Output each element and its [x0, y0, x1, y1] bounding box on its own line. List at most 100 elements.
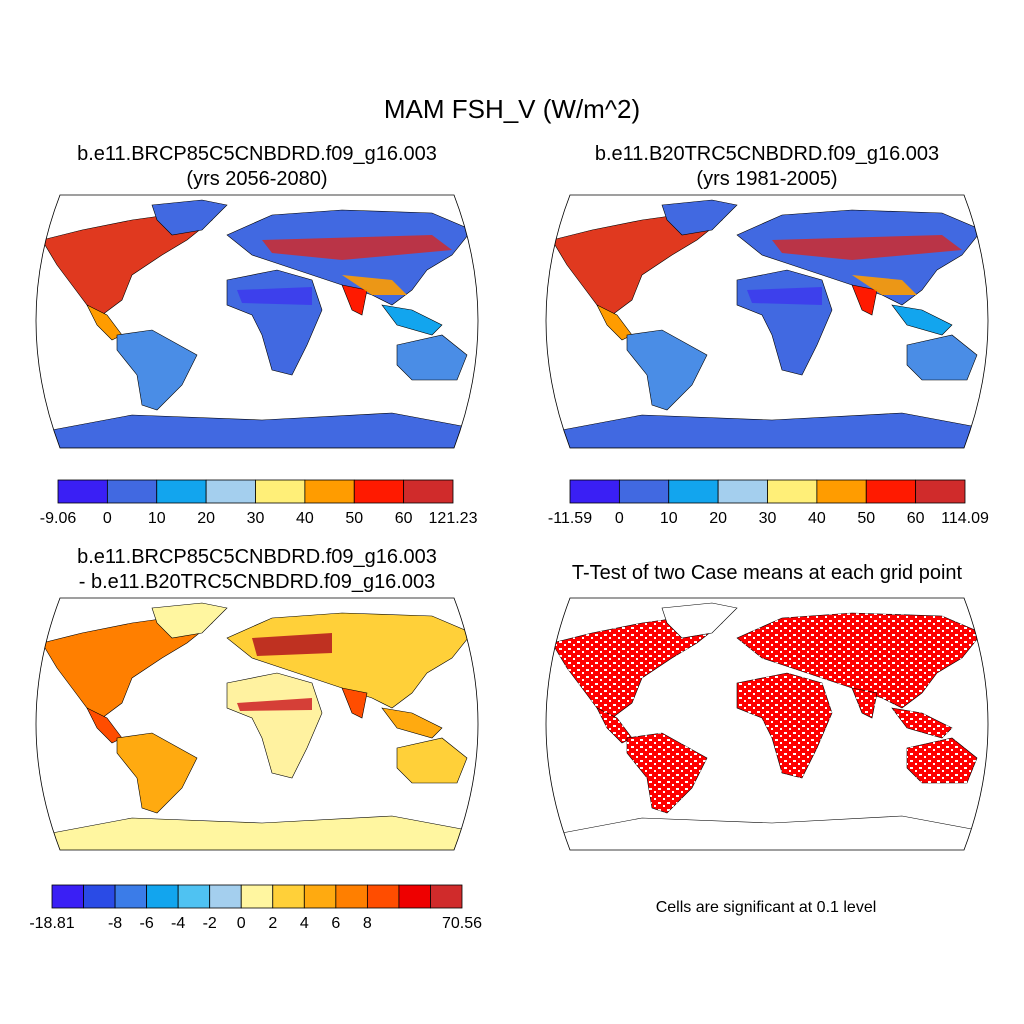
colorbar-swatch	[398, 884, 431, 909]
colorbar-label: 6	[331, 915, 340, 932]
colorbar-swatch	[915, 479, 966, 504]
region-sahara	[747, 287, 822, 305]
region-eurasia-belt	[262, 235, 452, 260]
colorbar-swatch	[146, 884, 179, 909]
case2-title-line1: b.e11.B20TRC5CNBDRD.f09_g16.003	[594, 143, 940, 165]
region-seAsia	[891, 304, 953, 336]
colorbar-label: -8	[108, 915, 122, 932]
colorbar-swatch	[106, 479, 158, 504]
colorbar-label: 121.23	[429, 510, 478, 527]
region-asia-belt	[852, 275, 917, 295]
region-speckle	[852, 688, 877, 718]
colorbar-swatch	[569, 479, 620, 504]
map-panel-ttest	[545, 597, 989, 851]
colorbar-label: -2	[203, 915, 217, 932]
ttest-title: T-Test of two Case means at each grid po…	[571, 562, 963, 584]
region-antarctica	[546, 815, 988, 850]
region-northAmerica	[551, 212, 723, 316]
colorbar-label: 0	[103, 510, 112, 527]
map-frame	[35, 597, 479, 851]
region-antarctica	[36, 815, 478, 850]
colorbar-case1: -9.06 0 10 20 30 40 50 60 121.23	[40, 479, 478, 527]
colorbar-label: 20	[197, 510, 215, 527]
significance-note: Cells are significant at 0.1 level	[655, 899, 877, 916]
region-europe-hotspot	[252, 633, 332, 656]
map-panel-diff	[35, 597, 479, 851]
region-speckle	[737, 613, 982, 708]
region-greenland	[661, 199, 738, 236]
colorbar-label: 60	[907, 510, 925, 527]
colorbar-swatch	[430, 884, 463, 909]
colorbar-diff: -18.81 -8 -6 -4 -2 0 2 4 6 8 70.56	[29, 884, 482, 932]
map-frame	[35, 194, 479, 449]
colorbar-swatch	[114, 884, 148, 909]
colorbar-swatch	[865, 479, 917, 504]
region-sahel-hotspot	[237, 698, 312, 711]
colorbar-label: 0	[237, 915, 246, 932]
colorbar-swatch	[816, 479, 867, 504]
region-speckle	[597, 708, 632, 743]
colorbar-label: 60	[395, 510, 413, 527]
colorbar-label: 50	[857, 510, 875, 527]
colorbar-label: -4	[171, 915, 185, 932]
region-southAmerica	[116, 329, 198, 411]
region-africa	[226, 672, 323, 779]
region-southAmerica	[116, 732, 198, 814]
region-greenland	[151, 602, 228, 639]
diff-title-line1: b.e11.BRCP85C5CNBDRD.f09_g16.003	[77, 546, 437, 568]
region-africa	[226, 269, 323, 376]
colorbar-label: 114.09	[941, 510, 989, 527]
colorbar-label: 20	[709, 510, 727, 527]
map-frame	[545, 194, 989, 449]
colorbar-swatch	[255, 479, 306, 504]
region-speckle	[907, 738, 977, 783]
region-eurasia-belt	[772, 235, 962, 260]
colorbar-swatch	[57, 479, 108, 504]
case1-title-line1: b.e11.BRCP85C5CNBDRD.f09_g16.003	[77, 143, 437, 165]
colorbar-label: 30	[247, 510, 265, 527]
colorbar-label: -18.81	[29, 915, 74, 932]
region-india	[341, 284, 368, 316]
colorbar-swatch	[767, 479, 818, 504]
colorbar-swatch	[303, 884, 337, 909]
colorbar-swatch	[717, 479, 768, 504]
figure-title: MAM FSH_V (W/m^2)	[383, 94, 641, 124]
colorbar-swatch	[272, 884, 305, 909]
diff-title-line2: - b.e11.B20TRC5CNBDRD.f09_g16.003	[78, 571, 436, 593]
region-southAmerica	[626, 329, 708, 411]
region-australia	[396, 334, 468, 381]
region-seAsia	[381, 707, 443, 739]
case2-title: b.e11.B20TRC5CNBDRD.f09_g16.003 (yrs 198…	[595, 142, 939, 192]
diff-title: b.e11.BRCP85C5CNBDRD.f09_g16.003 - b.e11…	[77, 545, 437, 595]
region-india	[851, 284, 878, 316]
region-africa	[736, 269, 833, 376]
case2-title-line2: (yrs 1981-2005)	[696, 168, 838, 190]
region-india	[341, 687, 368, 719]
region-seAsia	[381, 304, 443, 336]
colorbar-swatch	[156, 479, 207, 504]
region-speckle	[737, 673, 832, 778]
colorbar-swatch	[366, 884, 400, 909]
colorbar-label: 10	[148, 510, 166, 527]
region-australia	[906, 334, 978, 381]
case1-title: b.e11.BRCP85C5CNBDRD.f09_g16.003 (yrs 20…	[77, 142, 437, 192]
region-northAmerica	[41, 615, 213, 719]
colorbar-label: 40	[808, 510, 826, 527]
region-greenland	[661, 602, 738, 639]
colorbar-label: 8	[363, 915, 372, 932]
colorbar-swatch	[335, 884, 368, 909]
map-panel-case1	[35, 194, 479, 449]
colorbar-label: 40	[296, 510, 314, 527]
region-speckle	[627, 733, 707, 813]
colorbar-label: 30	[759, 510, 777, 527]
colorbar-label: 50	[345, 510, 363, 527]
colorbar-swatch	[304, 479, 355, 504]
region-speckle	[552, 616, 722, 718]
colorbar-swatch	[51, 884, 84, 909]
colorbar-label: 10	[660, 510, 678, 527]
colorbar-swatch	[205, 479, 256, 504]
region-australia	[396, 737, 468, 784]
colorbar-swatch	[618, 479, 670, 504]
colorbar-case2: -11.59 0 10 20 30 40 50 60 114.09	[548, 479, 989, 527]
